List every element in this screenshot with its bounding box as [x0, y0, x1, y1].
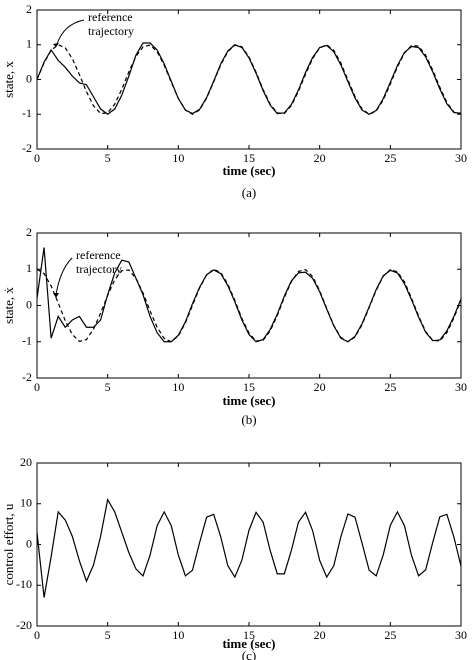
- annotation: reference: [88, 10, 133, 24]
- data-line: [36, 42, 462, 115]
- annotation-arrow: [56, 19, 85, 45]
- data-line: [36, 44, 462, 115]
- annotation: trajectory: [88, 24, 134, 38]
- y-tick-label: 10: [20, 496, 32, 510]
- annotation: reference: [76, 248, 121, 262]
- x-tick-label: 5: [105, 628, 111, 642]
- y-tick-label: 0: [26, 71, 32, 85]
- x-tick-label: 15: [243, 151, 255, 165]
- annotation-arrowhead: [53, 43, 59, 47]
- x-tick-label: 20: [314, 380, 326, 394]
- y-tick-label: 0: [26, 536, 32, 550]
- x-axis-label: time (sec): [222, 636, 275, 651]
- x-tick-label: 20: [314, 151, 326, 165]
- y-tick-label: -2: [22, 370, 32, 384]
- x-tick-label: 30: [455, 151, 467, 165]
- x-tick-label: 10: [172, 628, 184, 642]
- data-line: [36, 497, 462, 598]
- caption: (c): [242, 648, 256, 660]
- y-tick-label: -10: [16, 577, 32, 591]
- y-tick-label: 20: [20, 455, 32, 469]
- x-axis-label: time (sec): [222, 163, 275, 178]
- x-tick-label: 15: [243, 380, 255, 394]
- x-tick-label: 5: [105, 151, 111, 165]
- y-tick-label: -2: [22, 141, 32, 155]
- plot-frame: [36, 462, 462, 627]
- y-axis-label: state, ẋ: [1, 287, 16, 324]
- caption: (b): [241, 412, 256, 427]
- y-tick-label: 1: [26, 37, 32, 51]
- y-tick-label: -20: [16, 618, 32, 632]
- x-axis-label: time (sec): [222, 393, 275, 408]
- annotation-arrow: [55, 257, 73, 296]
- y-tick-label: -1: [22, 106, 32, 120]
- x-tick-label: 15: [243, 628, 255, 642]
- y-axis-label: state, x: [1, 61, 16, 98]
- x-tick-label: 25: [384, 151, 396, 165]
- x-tick-label: 25: [384, 380, 396, 394]
- x-tick-label: 10: [172, 380, 184, 394]
- annotation: trajectory: [76, 262, 122, 276]
- x-tick-label: 20: [314, 628, 326, 642]
- data-line: [36, 268, 462, 343]
- x-tick-label: 10: [172, 151, 184, 165]
- y-tick-label: 2: [26, 2, 32, 16]
- x-tick-label: 5: [105, 380, 111, 394]
- x-tick-label: 0: [34, 151, 40, 165]
- x-tick-label: 25: [384, 628, 396, 642]
- x-tick-label: 0: [34, 380, 40, 394]
- x-tick-label: 30: [455, 380, 467, 394]
- x-tick-label: 30: [455, 628, 467, 642]
- y-tick-label: 0: [26, 297, 32, 311]
- x-tick-label: 0: [34, 628, 40, 642]
- y-axis-label: control effort, u: [1, 503, 16, 585]
- y-tick-label: 1: [26, 261, 32, 275]
- y-tick-label: -1: [22, 334, 32, 348]
- caption: (a): [242, 185, 256, 200]
- y-tick-label: 2: [26, 225, 32, 239]
